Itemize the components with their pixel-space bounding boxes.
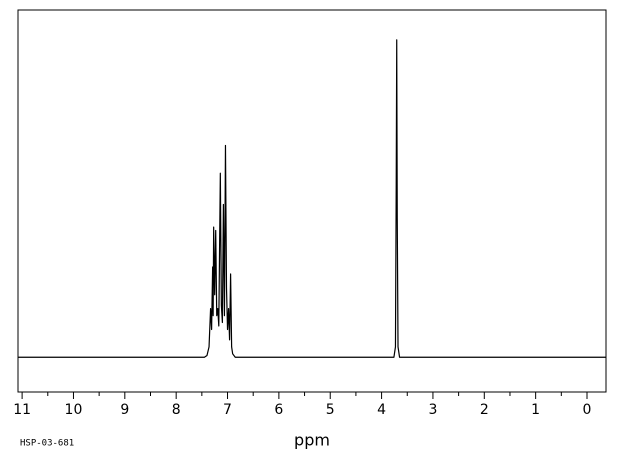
x-tick-label: 11 [13, 402, 31, 418]
x-tick-label: 4 [377, 402, 386, 418]
sample-id: HSP-03-681 [20, 439, 74, 449]
spectrum-trace [18, 39, 606, 358]
plot-frame [17, 9, 607, 393]
x-axis-title: ppm [294, 431, 330, 450]
x-tick-label: 9 [120, 402, 129, 418]
x-tick-label: 8 [172, 402, 181, 418]
x-tick-label: 6 [274, 402, 283, 418]
x-tick-label: 10 [65, 402, 83, 418]
x-tick-label: 1 [531, 402, 540, 418]
x-tick-label: 3 [428, 402, 437, 418]
x-tick-label: 2 [480, 402, 489, 418]
x-tick-label: 0 [583, 402, 592, 418]
x-tick-label: 7 [223, 402, 232, 418]
x-tick-label: 5 [326, 402, 335, 418]
